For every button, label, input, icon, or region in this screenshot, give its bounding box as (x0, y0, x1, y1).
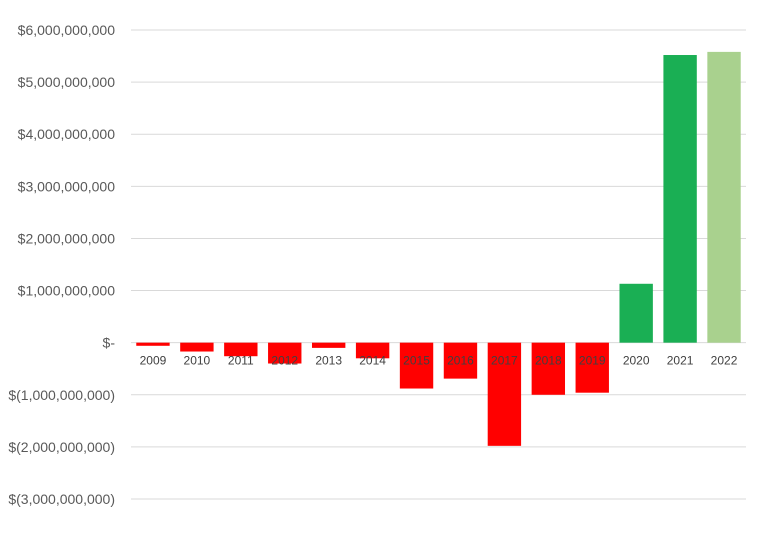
x-tick-label: 2016 (447, 354, 474, 368)
x-tick-label: 2019 (579, 354, 606, 368)
bar-2017 (487, 342, 522, 446)
bar-2013 (311, 342, 346, 348)
y-tick-label: $6,000,000,000 (18, 22, 116, 38)
x-tick-label: 2010 (184, 354, 211, 368)
bar-2009 (136, 342, 170, 346)
x-tick-label: 2015 (403, 354, 430, 368)
x-tick-label: 2020 (623, 354, 650, 368)
x-tick-label: 2012 (271, 354, 298, 368)
x-tick-label: 2009 (140, 354, 167, 368)
bar-2010 (180, 342, 214, 352)
x-tick-label: 2014 (359, 354, 386, 368)
x-tick-label: 2021 (667, 354, 694, 368)
y-tick-label: $(3,000,000,000) (8, 491, 115, 507)
bars (136, 51, 741, 446)
x-tick-label: 2022 (711, 354, 738, 368)
x-axis-tick-labels: 2009 2010 2011 2012 2013 2014 2015 2016 2017 2018… (140, 354, 738, 368)
x-tick-label: 2013 (315, 354, 342, 368)
x-tick-label: 2011 (228, 354, 254, 368)
y-tick-label: $- (103, 335, 116, 351)
bar-2018 (531, 342, 566, 395)
bar-2015 (399, 342, 434, 389)
y-tick-label: $2,000,000,000 (18, 230, 116, 246)
bar-2016 (443, 342, 478, 379)
gridlines (131, 29, 746, 500)
y-tick-label: $3,000,000,000 (18, 178, 116, 194)
x-tick-label: 2017 (491, 354, 518, 368)
y-tick-label: $(2,000,000,000) (8, 439, 115, 455)
bar-2020 (619, 283, 653, 343)
bar-2019 (575, 342, 609, 393)
bar-2012 (268, 342, 302, 364)
y-tick-label: $1,000,000,000 (18, 283, 116, 299)
bar-2011 (224, 342, 258, 357)
bar-2022 (707, 51, 741, 343)
y-tick-label: $(1,000,000,000) (8, 387, 115, 403)
y-tick-label: $5,000,000,000 (18, 74, 116, 90)
y-tick-label: $4,000,000,000 (18, 126, 116, 142)
y-axis-tick-labels: $6,000,000,000 $5,000,000,000 $4,000,000,0… (8, 22, 115, 507)
x-tick-label: 2018 (535, 354, 562, 368)
bar-2014 (355, 342, 390, 359)
bar-2021 (663, 55, 697, 343)
